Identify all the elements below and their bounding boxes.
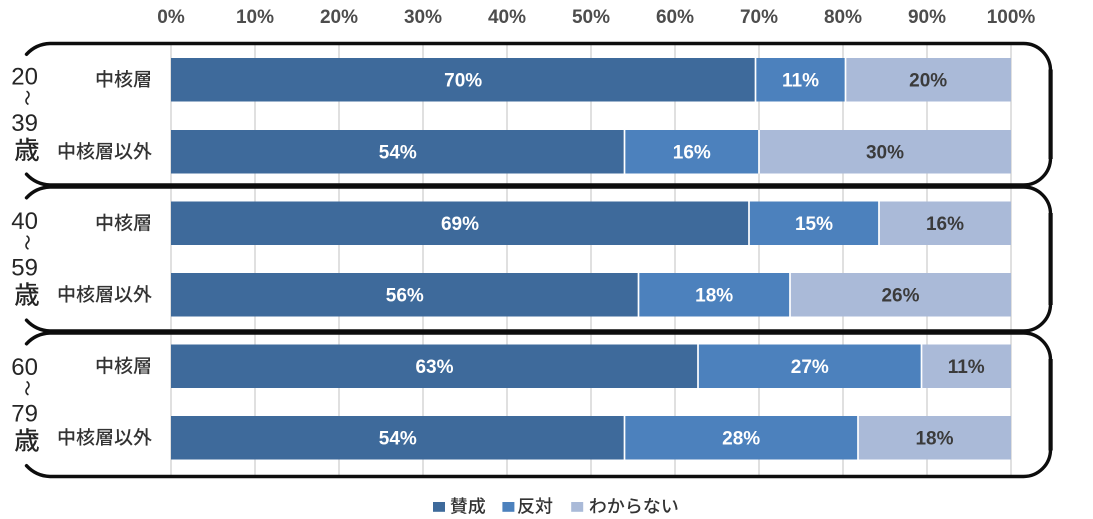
svg-text:70%: 70% (740, 7, 778, 28)
svg-text:40%: 40% (488, 7, 526, 28)
svg-text:79: 79 (11, 400, 38, 427)
svg-text:90%: 90% (908, 7, 946, 28)
svg-text:30%: 30% (404, 7, 442, 28)
svg-text:16%: 16% (926, 214, 964, 235)
svg-text:0%: 0% (157, 7, 185, 28)
svg-text:70%: 70% (444, 71, 482, 92)
svg-text:15%: 15% (795, 214, 833, 235)
svg-text:16%: 16% (673, 143, 711, 164)
svg-text:28%: 28% (722, 429, 760, 450)
svg-text:11%: 11% (948, 357, 985, 378)
svg-text:80%: 80% (824, 7, 862, 28)
svg-text:39: 39 (11, 110, 38, 137)
svg-text:100%: 100% (987, 7, 1036, 28)
svg-text:18%: 18% (915, 429, 953, 450)
svg-text:54%: 54% (379, 143, 417, 164)
svg-text:60%: 60% (656, 7, 694, 28)
svg-text:54%: 54% (379, 429, 417, 450)
svg-text:63%: 63% (415, 357, 453, 378)
svg-text:30%: 30% (866, 143, 904, 164)
svg-text:20%: 20% (320, 7, 358, 28)
svg-text:59: 59 (11, 255, 38, 282)
svg-text:20: 20 (11, 63, 38, 90)
svg-text:20%: 20% (909, 71, 947, 92)
svg-text:69%: 69% (441, 214, 479, 235)
svg-text:27%: 27% (791, 357, 829, 378)
svg-text:11%: 11% (782, 71, 819, 92)
svg-text:18%: 18% (695, 286, 733, 307)
svg-text:60: 60 (11, 354, 38, 381)
svg-text:10%: 10% (236, 7, 274, 28)
svg-text:40: 40 (11, 208, 38, 235)
svg-text:56%: 56% (386, 286, 424, 307)
svg-text:50%: 50% (572, 7, 610, 28)
svg-text:26%: 26% (881, 286, 919, 307)
